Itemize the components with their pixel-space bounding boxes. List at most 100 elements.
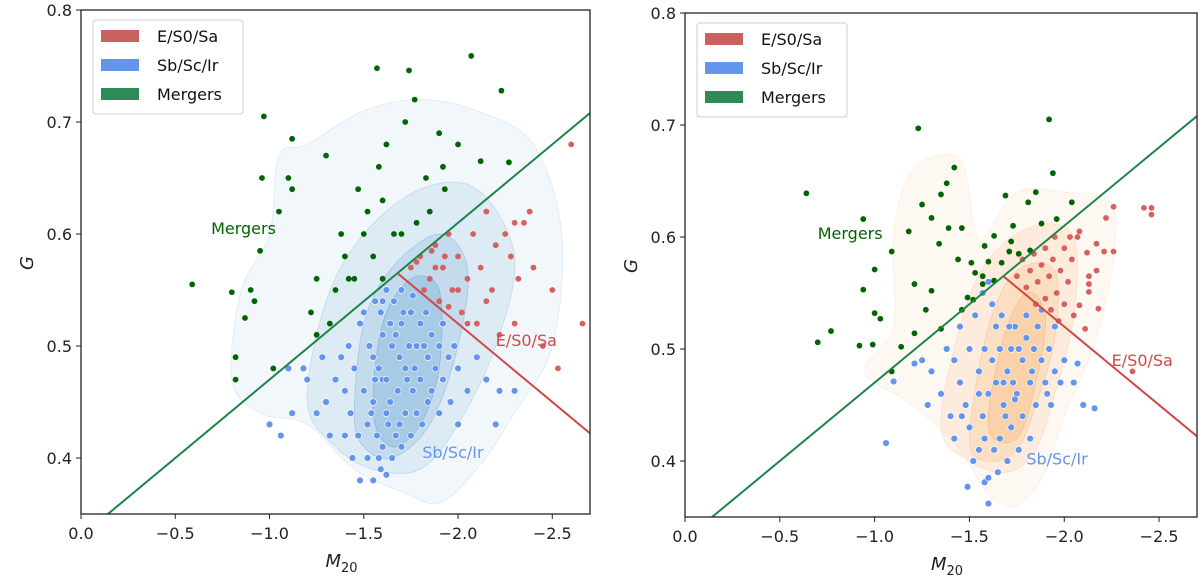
data-point — [1028, 367, 1036, 376]
data-point — [911, 330, 918, 337]
data-point — [1030, 345, 1038, 353]
data-point — [928, 215, 935, 221]
data-point — [409, 387, 417, 395]
data-point — [980, 434, 989, 443]
data-point — [341, 387, 349, 395]
data-point — [996, 345, 1004, 353]
data-point — [369, 476, 377, 485]
data-point — [289, 186, 296, 193]
data-point — [356, 319, 364, 328]
data-point — [1047, 401, 1055, 409]
data-point — [515, 275, 522, 282]
series-mergers — [803, 116, 1075, 375]
data-point — [257, 247, 263, 254]
data-point — [1003, 367, 1012, 376]
data-point — [1018, 356, 1027, 364]
data-point — [1076, 302, 1083, 309]
data-point — [360, 308, 368, 317]
data-point — [936, 240, 943, 247]
data-point — [464, 275, 471, 282]
data-point — [445, 303, 452, 310]
data-point — [379, 275, 386, 282]
data-point — [856, 342, 863, 349]
series-sb-sc-ir — [265, 286, 519, 485]
y-tick-label: 0.4 — [651, 452, 676, 471]
data-point — [386, 319, 394, 328]
y-axis-label: G — [621, 259, 642, 273]
data-point — [945, 225, 952, 231]
data-point — [413, 219, 420, 226]
data-point — [992, 322, 1000, 331]
data-point — [454, 420, 462, 429]
data-point — [1015, 446, 1023, 454]
data-point — [1129, 368, 1136, 375]
data-point — [346, 409, 355, 417]
data-point — [918, 356, 926, 364]
data-point — [470, 231, 477, 237]
panel-1: Mergers E/S0/Sa Sb/Sc/Ir 0.0 −0.5 −1.0 −1.5 −2.… — [17, 1, 591, 576]
density-contour-1 — [864, 153, 1117, 508]
data-point — [1049, 256, 1056, 263]
data-point — [483, 208, 490, 215]
data-point — [506, 159, 512, 166]
data-point — [1070, 378, 1078, 387]
data-point — [919, 201, 925, 208]
data-point — [963, 483, 972, 491]
data-point — [1038, 220, 1045, 227]
data-point — [313, 331, 320, 338]
data-point — [189, 281, 196, 288]
data-point — [860, 286, 867, 293]
y-tick-label: 0.4 — [47, 449, 72, 468]
data-point — [943, 180, 950, 187]
data-point — [990, 446, 998, 454]
data-point — [232, 376, 239, 383]
region-label: Mergers — [211, 219, 276, 238]
data-point — [1049, 170, 1056, 177]
data-point — [1027, 267, 1034, 274]
data-point — [382, 375, 391, 384]
data-point — [265, 420, 274, 429]
data-point — [988, 356, 996, 364]
data-point — [1073, 359, 1082, 368]
data-point — [308, 309, 314, 316]
data-point — [427, 331, 436, 339]
data-point — [1067, 234, 1073, 240]
data-point — [228, 289, 235, 296]
data-point — [360, 231, 367, 237]
data-point — [260, 113, 267, 120]
data-point — [971, 311, 979, 320]
data-point — [928, 287, 935, 294]
data-point — [435, 342, 443, 350]
data-point — [463, 387, 472, 395]
data-point — [482, 375, 491, 384]
x-tick-label: −1.0 — [855, 527, 894, 546]
data-point — [511, 320, 518, 327]
y-tick-label: 0.5 — [651, 340, 676, 359]
data-point — [965, 423, 974, 432]
data-point — [350, 364, 359, 373]
data-point — [373, 431, 381, 440]
legend-label: Mergers — [761, 88, 826, 107]
data-point — [259, 175, 265, 181]
x-axis-label-sub: 20 — [947, 564, 964, 579]
data-point — [1053, 290, 1060, 296]
data-point — [1103, 215, 1109, 221]
x-tick-label: 0.0 — [672, 527, 697, 546]
legend-swatch — [101, 59, 139, 71]
data-point — [449, 287, 456, 293]
data-point — [984, 474, 993, 482]
data-point — [312, 409, 321, 417]
legend-swatch — [101, 88, 139, 100]
data-point — [427, 387, 436, 395]
data-point — [507, 253, 514, 260]
data-point — [1025, 199, 1032, 206]
data-point — [374, 65, 380, 72]
data-point — [423, 175, 429, 181]
data-point — [416, 319, 425, 328]
data-point — [395, 353, 404, 361]
data-point — [975, 367, 983, 376]
data-point — [288, 409, 296, 417]
x-tick-label: −0.5 — [156, 524, 195, 543]
data-point — [1057, 267, 1064, 274]
data-point — [377, 465, 385, 473]
